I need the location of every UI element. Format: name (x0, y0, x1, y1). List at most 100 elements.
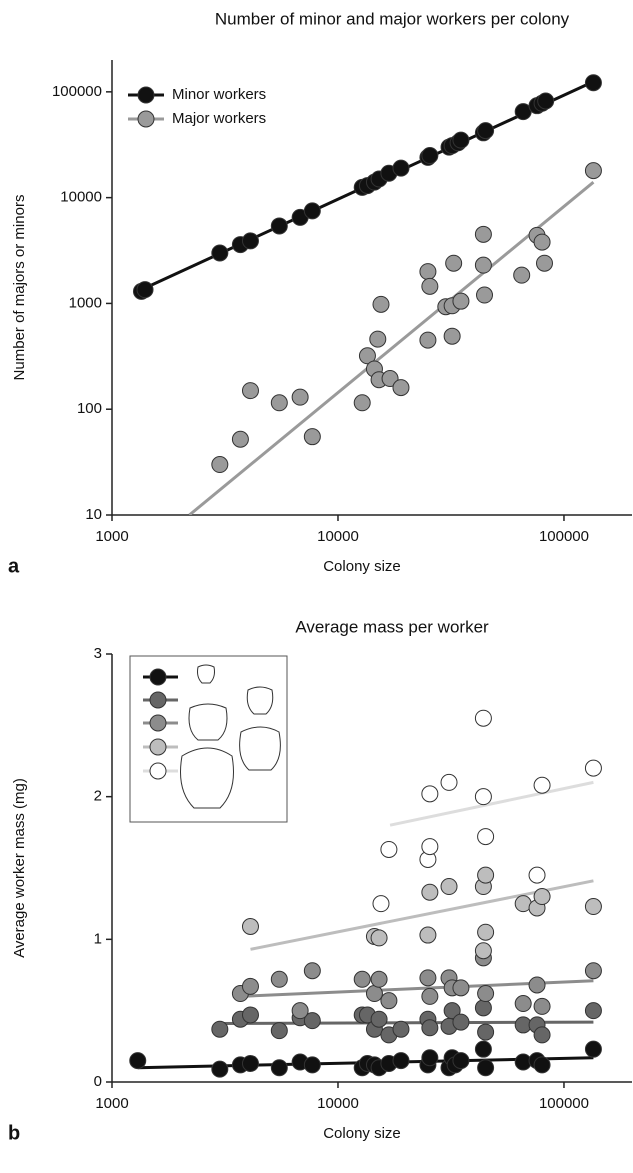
y-tick-label: 2 (94, 788, 102, 805)
data-point (476, 286, 494, 304)
data-point (241, 917, 259, 935)
data-point (474, 225, 492, 243)
data-point (537, 92, 555, 110)
data-point (241, 382, 259, 400)
data-point (380, 992, 398, 1010)
x-tick-label: 1000 (95, 1095, 128, 1112)
y-tick-label: 10000 (60, 189, 102, 206)
data-point (370, 1010, 388, 1028)
legend-marker (137, 86, 155, 104)
data-point (370, 929, 388, 947)
data-point (392, 1052, 410, 1070)
data-point (474, 788, 492, 806)
data-point (303, 1056, 321, 1074)
data-point (419, 926, 437, 944)
data-point (443, 327, 461, 345)
inset-legend (129, 655, 288, 823)
data-point (392, 379, 410, 397)
y-tick-label: 1000 (69, 294, 102, 311)
legend-label: Minor workers (172, 86, 266, 103)
data-point (474, 256, 492, 274)
data-point (452, 292, 470, 310)
data-point (477, 1059, 495, 1077)
data-point (211, 1020, 229, 1038)
data-point (584, 1002, 602, 1020)
data-point (421, 987, 439, 1005)
data-point (528, 976, 546, 994)
data-point (584, 962, 602, 980)
chart-title: Number of minor and major workers per co… (215, 9, 570, 28)
data-point (584, 74, 602, 92)
data-point (533, 888, 551, 906)
data-point (533, 997, 551, 1015)
panel: Average mass per worker b Colony size Avera… (8, 617, 632, 1144)
data-point (440, 878, 458, 896)
data-point (241, 1006, 259, 1024)
data-point (533, 233, 551, 251)
data-point (445, 254, 463, 272)
x-tick-label: 1000 (95, 528, 128, 545)
data-point (270, 1059, 288, 1077)
data-point (129, 1052, 147, 1070)
data-point (443, 1002, 461, 1020)
y-axis-label: Number of majors or minors (11, 195, 28, 381)
data-point (477, 985, 495, 1003)
data-point (477, 1023, 495, 1041)
data-point (440, 773, 458, 791)
data-point (211, 1060, 229, 1078)
data-point (136, 281, 154, 299)
data-point (419, 263, 437, 281)
data-point (421, 838, 439, 856)
data-point (303, 202, 321, 220)
data-point (514, 995, 532, 1013)
data-point (369, 330, 387, 348)
data-point (303, 962, 321, 980)
data-point (241, 232, 259, 250)
data-point (211, 456, 229, 474)
data-point (419, 969, 437, 987)
data-point (452, 979, 470, 997)
data-point (421, 277, 439, 295)
data-point (303, 428, 321, 446)
data-point (584, 1040, 602, 1058)
y-axis-label: Average worker mass (mg) (11, 778, 28, 958)
data-point (474, 709, 492, 727)
data-point (353, 970, 371, 988)
data-point (211, 244, 229, 262)
data-point (421, 785, 439, 803)
data-point (358, 347, 376, 365)
data-point (477, 923, 495, 941)
data-point (380, 840, 398, 858)
data-point (474, 942, 492, 960)
data-point (231, 430, 249, 448)
legend-label: Major workers (172, 110, 266, 127)
data-point (291, 388, 309, 406)
data-point (270, 217, 288, 235)
data-point (584, 759, 602, 777)
y-tick-label: 100000 (52, 83, 102, 100)
chart-title: Average mass per worker (295, 617, 489, 636)
data-point (533, 1056, 551, 1074)
data-point (477, 866, 495, 884)
data-point (584, 898, 602, 916)
panel-label: b (8, 1122, 20, 1144)
legend-marker (137, 110, 155, 128)
data-point (452, 1013, 470, 1031)
data-point (270, 970, 288, 988)
data-point (421, 147, 439, 165)
data-point (392, 1020, 410, 1038)
data-point (477, 828, 495, 846)
data-point (421, 1049, 439, 1067)
data-point (533, 776, 551, 794)
data-point (241, 1054, 259, 1072)
data-point (419, 331, 437, 349)
data-point (528, 866, 546, 884)
panel-label: a (8, 555, 20, 577)
data-point (353, 394, 371, 412)
data-point (370, 970, 388, 988)
data-point (533, 1026, 551, 1044)
x-tick-label: 100000 (539, 1095, 589, 1112)
y-tick-label: 1 (94, 930, 102, 947)
